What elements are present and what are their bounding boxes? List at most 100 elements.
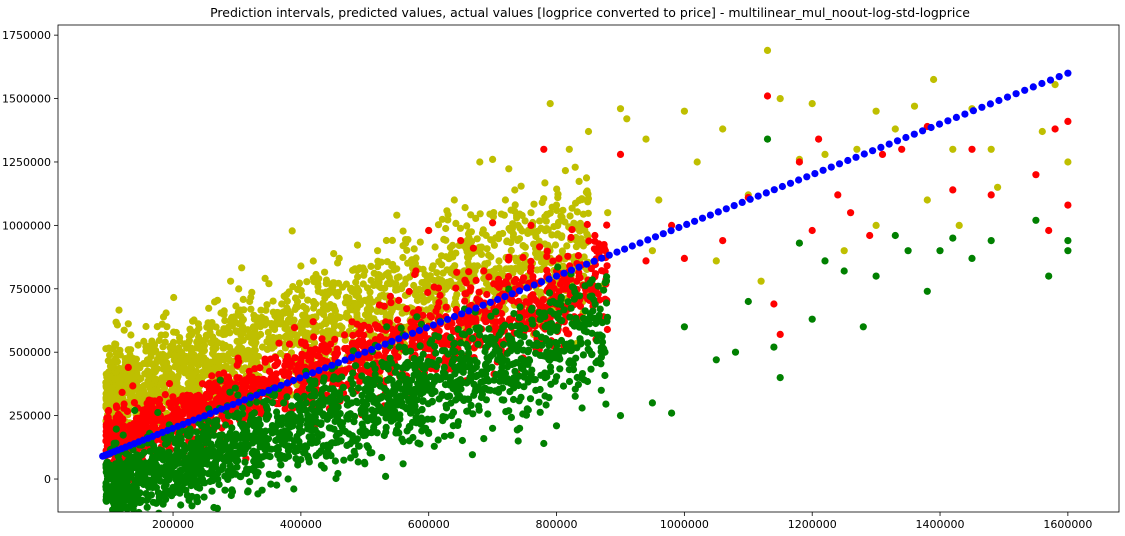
point-008000 [435,375,443,384]
point-bfbf00 [207,339,215,347]
point-bfbf00 [604,209,612,217]
point-bfbf00 [116,346,124,354]
point-008000 [290,485,298,493]
point-ff0000 [191,399,199,407]
point-008000 [296,407,304,415]
point-008000 [535,309,543,317]
point-ff0000 [405,287,413,296]
point-bfbf00 [501,196,509,204]
point-ff0000 [113,404,121,412]
point-008000 [545,289,554,297]
point-008000 [200,493,208,501]
point-bfbf00 [269,297,277,305]
point-bfbf00 [443,278,452,286]
point-ff0000 [564,252,572,260]
point-bfbf00 [124,320,132,328]
point-bfbf00 [546,209,554,217]
point-008000 [395,343,403,351]
point-ff0000 [776,330,784,338]
point-bfbf00 [495,257,503,265]
point-ff0000 [315,352,323,361]
point-bfbf00 [159,365,167,373]
point-008000 [438,347,446,355]
point-ff0000 [600,241,608,249]
point-008000 [292,455,300,463]
point-ff0000 [408,338,416,346]
point-008000 [509,395,518,404]
point-ff0000 [535,301,544,309]
point-ff0000 [642,257,650,265]
point-ff0000 [184,392,192,400]
point-bfbf00 [361,267,369,275]
point-008000 [492,308,500,316]
point-bfbf00 [196,344,204,352]
point-bfbf00 [416,238,424,246]
point-ff0000 [175,411,183,419]
point-008000 [569,366,578,374]
point-bfbf00 [808,100,816,108]
point-bfbf00 [217,309,225,317]
point-bfbf00 [418,279,426,287]
point-bfbf00 [110,357,118,365]
point-008000 [557,336,566,345]
point-008000 [257,461,265,469]
point-bfbf00 [655,196,663,204]
point-008000 [331,457,339,465]
point-bfbf00 [164,364,173,372]
point-ff0000 [469,244,477,252]
point-bfbf00 [514,221,522,229]
point-bfbf00 [314,275,322,283]
point-008000 [566,357,574,365]
point-ff0000 [259,375,267,383]
point-008000 [484,410,492,418]
point-008000 [573,373,581,382]
point-bfbf00 [320,319,328,328]
point-bfbf00 [111,340,119,348]
point-008000 [294,461,302,469]
point-008000 [495,385,503,393]
point-ff0000 [309,318,317,326]
point-bfbf00 [489,155,497,163]
point-bfbf00 [289,283,297,291]
point-bfbf00 [364,297,372,305]
point-bfbf00 [220,356,228,364]
point-bfbf00 [128,388,136,396]
point-bfbf00 [763,46,772,55]
point-bfbf00 [221,317,229,325]
point-008000 [278,416,286,424]
point-ff0000 [371,336,379,344]
point-bfbf00 [342,280,350,288]
point-bfbf00 [170,328,178,336]
point-bfbf00 [378,273,386,281]
point-bfbf00 [329,282,337,290]
point-bfbf00 [930,75,938,84]
point-ff0000 [386,292,394,300]
point-bfbf00 [161,358,169,366]
point-bfbf00 [195,333,203,341]
point-bfbf00 [285,288,293,296]
point-bfbf00 [268,344,276,352]
point-bfbf00 [319,299,327,307]
point-008000 [413,396,421,404]
point-bfbf00 [246,330,254,338]
point-bfbf00 [156,351,164,359]
point-bfbf00 [530,200,538,208]
point-bfbf00 [163,352,171,360]
point-bfbf00 [492,265,500,273]
point-ff0000 [603,221,611,229]
point-bfbf00 [580,253,588,261]
point-008000 [579,314,588,322]
point-008000 [451,348,459,356]
point-ff0000 [519,253,527,262]
point-ff0000 [204,393,212,401]
point-ff0000 [1064,201,1072,209]
point-008000 [334,375,342,383]
point-ff0000 [1064,117,1072,125]
point-008000 [532,386,540,394]
point-bfbf00 [511,264,519,273]
point-008000 [457,339,465,347]
point-bfbf00 [161,338,169,346]
point-bfbf00 [303,278,311,286]
point-ff0000 [245,367,253,375]
point-008000 [444,350,452,358]
